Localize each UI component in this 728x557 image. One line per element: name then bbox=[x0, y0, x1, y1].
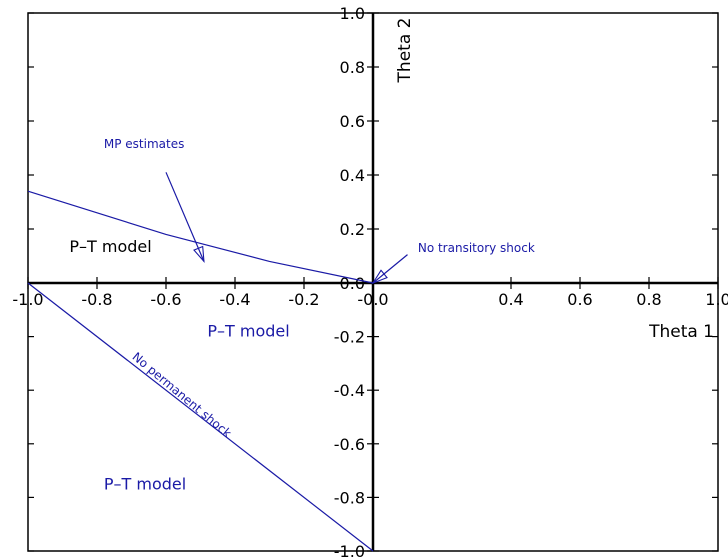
x-tick-label: 0.6 bbox=[567, 290, 592, 309]
annotation-label: P–T model bbox=[104, 474, 186, 493]
y-tick-label: -0.2 bbox=[334, 328, 365, 347]
y-axis-title: Theta 2 bbox=[395, 18, 415, 84]
x-tick-label: -0.0 bbox=[357, 290, 388, 309]
x-tick-label: -0.6 bbox=[150, 290, 181, 309]
x-axis-title: Theta 1 bbox=[648, 322, 714, 342]
x-tick-label: -0.2 bbox=[288, 290, 319, 309]
y-tick-label: 0.8 bbox=[340, 58, 365, 77]
y-tick-label: -0.6 bbox=[334, 435, 365, 454]
annotation-label: P–T model bbox=[207, 322, 289, 341]
annotation-arrow-line bbox=[372, 254, 408, 284]
y-tick-label: 0.6 bbox=[340, 112, 365, 131]
x-tick-label: -1.0 bbox=[12, 290, 43, 309]
axes: -1.0 -0.8 -0.6 -0.4 -0.2 -0.0 0.4 0.6 0.8 1.0 1.0 0… bbox=[12, 4, 728, 557]
y-tick-label: 0.2 bbox=[340, 220, 365, 239]
annotation-label: No permanent shock bbox=[130, 350, 235, 441]
y-tick-label: 0.4 bbox=[340, 166, 365, 185]
x-tick-label: 0.8 bbox=[636, 290, 661, 309]
x-tick-label: 1.0 bbox=[705, 290, 728, 309]
y-tick-label: 0.0 bbox=[340, 274, 365, 293]
y-tick-label: 1.0 bbox=[340, 4, 365, 23]
x-tick-label: -0.4 bbox=[219, 290, 250, 309]
annotation-label: No transitory shock bbox=[418, 241, 535, 255]
series-group bbox=[27, 190, 374, 552]
annotation-arrow-head bbox=[371, 269, 388, 285]
y-tick-label: -1.0 bbox=[334, 542, 365, 557]
x-tick-label: -0.8 bbox=[81, 290, 112, 309]
series-line-2 bbox=[27, 282, 374, 552]
annotation-label: P–T model bbox=[69, 237, 151, 256]
annotation-label: MP estimates bbox=[104, 137, 184, 151]
series-line-1 bbox=[27, 190, 374, 284]
annotations-group: MP estimates No transitory shock P–T model… bbox=[69, 137, 534, 493]
y-tick-label: -0.8 bbox=[334, 488, 365, 507]
y-tick-label: -0.4 bbox=[334, 381, 365, 400]
annotation-arrow-line bbox=[165, 172, 205, 262]
x-tick-label: 0.4 bbox=[498, 290, 523, 309]
annotation-arrow-head bbox=[193, 245, 205, 264]
